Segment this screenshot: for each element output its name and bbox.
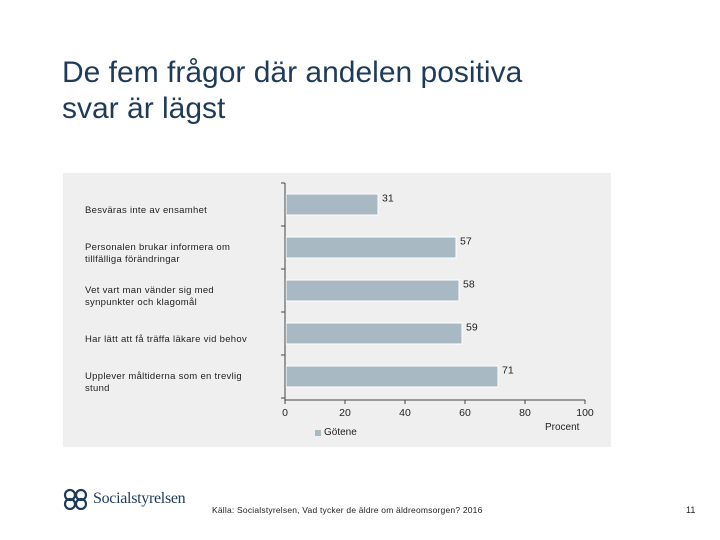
logo-text: Socialstyrelsen	[93, 490, 186, 507]
title: De fem frågor där andelen positiva svar …	[62, 55, 662, 127]
bar	[285, 365, 499, 388]
logo: Socialstyrelsen	[62, 488, 186, 510]
chart-panel	[63, 173, 611, 447]
bar	[285, 279, 460, 302]
category-label-line: Upplever måltiderna som en trevlig	[85, 370, 242, 382]
bar	[285, 236, 457, 259]
source-note: Källa: Socialstyrelsen, Vad tycker de äl…	[212, 505, 483, 515]
x-tick-label: 100	[576, 407, 594, 419]
x-tick-label: 80	[519, 407, 531, 419]
category-label-line: tillfälliga förändringar	[85, 253, 180, 265]
x-tick-label: 0	[282, 407, 288, 419]
title-line-2: svar är lägst	[62, 92, 226, 125]
title-line-1: De fem frågor där andelen positiva	[62, 56, 523, 89]
legend: Götene	[315, 427, 357, 438]
category-label-line: Vet vart man vänder sig med	[85, 284, 215, 296]
data-label: 71	[502, 365, 514, 377]
socialstyrelsen-logo-icon	[63, 488, 88, 510]
category-label-line: Personalen brukar informera om	[85, 241, 231, 253]
category-label: Upplever måltiderna som en trevlig stund	[85, 371, 275, 395]
category-label: Personalen brukar informera om tillfällig…	[85, 242, 275, 266]
category-label: Besväras inte av ensamhet	[85, 205, 275, 217]
page-number: 11	[686, 505, 696, 515]
x-tick-label: 20	[339, 407, 351, 419]
x-tick-label: 40	[399, 407, 411, 419]
legend-label: Götene	[324, 427, 357, 438]
category-label: Har lätt att få träffa läkare vid behov	[85, 334, 275, 346]
category-label-line: synpunkter och klagomål	[85, 296, 197, 308]
data-label: 57	[460, 236, 472, 248]
bar	[285, 193, 379, 216]
data-label: 59	[466, 322, 478, 334]
category-label: Vet vart man vänder sig med synpunkter oc…	[85, 285, 275, 309]
x-axis-label: Procent	[545, 422, 580, 433]
category-label-line: Besväras inte av ensamhet	[85, 204, 208, 216]
legend-swatch	[315, 429, 321, 436]
category-label-line: Har lätt att få träffa läkare vid behov	[85, 333, 248, 345]
data-label: 31	[382, 193, 394, 205]
data-label: 58	[463, 279, 475, 291]
category-label-line: stund	[85, 382, 110, 394]
bar	[285, 322, 463, 345]
x-tick-label: 60	[459, 407, 471, 419]
